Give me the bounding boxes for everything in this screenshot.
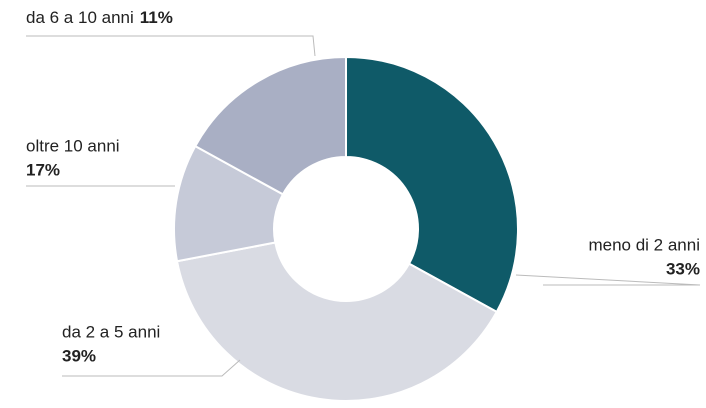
slice-label: da 6 a 10 anni 11% [26,8,173,27]
leader-line [26,35,316,57]
donut-segment [175,241,499,402]
value-label: 33% [666,259,700,278]
donut-segment [193,55,347,196]
value-label: 39% [62,346,96,365]
leader-line [62,359,241,377]
category-label: da 2 a 5 anni [62,322,160,341]
leader-line [515,274,701,286]
category-label: da 6 a 10 anni [26,8,134,27]
donut-segment [345,55,519,314]
value-label: 17% [26,160,60,179]
value-label: 11% [140,8,173,27]
category-label: meno di 2 anni [588,235,700,254]
category-label: oltre 10 anni [26,136,120,155]
